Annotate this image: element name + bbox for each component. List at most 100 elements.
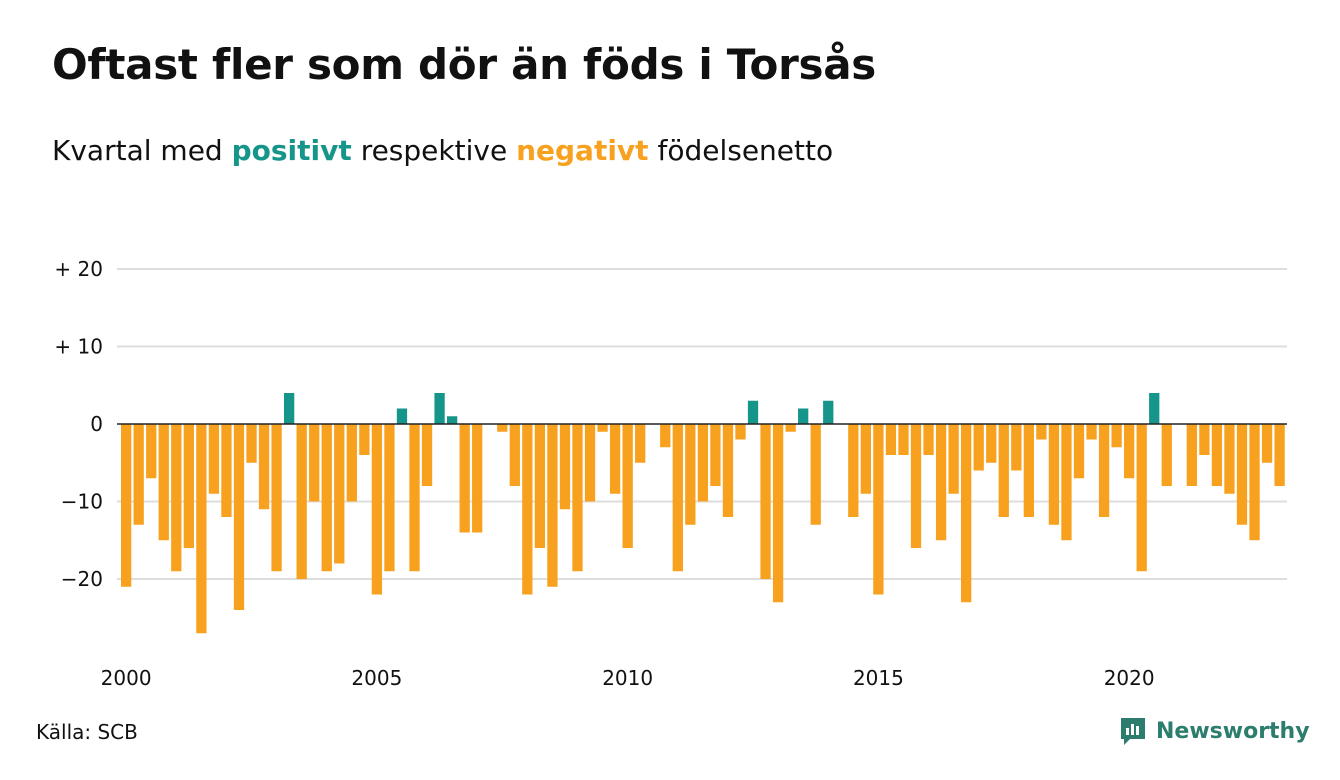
bar bbox=[722, 424, 734, 517]
x-tick-label: 2010 bbox=[602, 666, 653, 690]
subtitle-text-end: födelsenetto bbox=[657, 134, 834, 167]
bar bbox=[910, 424, 922, 548]
bar bbox=[421, 424, 433, 486]
bar bbox=[772, 424, 784, 603]
bar bbox=[221, 424, 232, 517]
y-tick-label: + 10 bbox=[54, 335, 103, 359]
bar bbox=[547, 424, 558, 587]
bar bbox=[146, 424, 157, 479]
bar bbox=[309, 424, 320, 502]
bar bbox=[1249, 424, 1260, 541]
bar bbox=[396, 408, 408, 424]
bar bbox=[823, 400, 834, 424]
subtitle-positive-word: positivt bbox=[231, 134, 352, 167]
bar bbox=[522, 424, 533, 595]
bar bbox=[321, 424, 332, 572]
bar bbox=[635, 424, 646, 463]
y-tick-label: −20 bbox=[61, 567, 103, 591]
bar bbox=[1061, 424, 1072, 541]
bar bbox=[158, 424, 169, 541]
x-tick-label: 2015 bbox=[853, 666, 904, 690]
bar bbox=[1236, 424, 1248, 525]
bar bbox=[1086, 424, 1097, 440]
bar bbox=[735, 424, 746, 440]
bar bbox=[258, 424, 270, 510]
bar bbox=[923, 424, 934, 455]
bar bbox=[133, 424, 144, 525]
x-tick-label: 2020 bbox=[1104, 666, 1155, 690]
bar bbox=[697, 424, 709, 502]
bar bbox=[948, 424, 959, 494]
bar bbox=[271, 424, 282, 572]
bar bbox=[1199, 424, 1210, 455]
bar bbox=[885, 424, 897, 455]
newsworthy-logo-icon bbox=[1121, 718, 1145, 745]
bar bbox=[334, 424, 345, 564]
bar bbox=[935, 424, 947, 541]
bar bbox=[572, 424, 583, 572]
bar bbox=[1073, 424, 1085, 479]
y-axis-ticks: + 20 + 10 0 −10 −20 bbox=[54, 257, 103, 591]
bar bbox=[609, 424, 621, 494]
bar bbox=[685, 424, 696, 525]
bar bbox=[1274, 424, 1285, 486]
bars bbox=[121, 393, 1285, 634]
y-tick-label: −10 bbox=[61, 490, 103, 514]
bar bbox=[973, 424, 984, 471]
y-tick-label: 0 bbox=[90, 412, 103, 436]
chart-subtitle: Kvartal med positivt respektive negativt… bbox=[52, 134, 833, 167]
bar bbox=[785, 424, 796, 432]
bar bbox=[208, 424, 220, 494]
bar bbox=[672, 424, 683, 572]
x-tick-label: 2005 bbox=[351, 666, 402, 690]
bar bbox=[1136, 424, 1147, 572]
bar bbox=[283, 393, 295, 424]
bar bbox=[848, 424, 859, 517]
bar bbox=[171, 424, 182, 572]
bar bbox=[559, 424, 571, 510]
bar bbox=[371, 424, 383, 595]
bar bbox=[961, 424, 972, 603]
bar bbox=[183, 424, 194, 548]
bar bbox=[760, 424, 771, 579]
x-axis-ticks: 2000 2005 2010 2015 2020 bbox=[101, 666, 1155, 690]
bar bbox=[747, 400, 759, 424]
bar bbox=[1211, 424, 1223, 486]
bar bbox=[1161, 424, 1172, 486]
bar bbox=[710, 424, 721, 486]
bar bbox=[409, 424, 420, 572]
bar bbox=[898, 424, 909, 455]
subtitle-text-middle: respektive bbox=[360, 134, 508, 167]
bar bbox=[1036, 424, 1047, 440]
bar bbox=[1124, 424, 1135, 479]
bar bbox=[509, 424, 520, 486]
bar bbox=[860, 424, 871, 494]
bar bbox=[1111, 424, 1122, 448]
bar bbox=[121, 424, 132, 587]
bar bbox=[660, 424, 671, 448]
bar bbox=[497, 424, 508, 432]
bar bbox=[434, 393, 445, 424]
bar bbox=[1011, 424, 1022, 471]
bar bbox=[998, 424, 1009, 517]
bar bbox=[584, 424, 596, 502]
bar bbox=[196, 424, 207, 634]
bar bbox=[446, 416, 458, 424]
bar bbox=[1048, 424, 1060, 525]
bar bbox=[534, 424, 546, 548]
bar bbox=[384, 424, 395, 572]
bar bbox=[597, 424, 608, 432]
brand-logo: Newsworthy bbox=[1118, 714, 1310, 748]
bar bbox=[1023, 424, 1034, 517]
bar bbox=[459, 424, 470, 533]
bar bbox=[810, 424, 821, 525]
bar bbox=[873, 424, 884, 595]
bar bbox=[233, 424, 245, 610]
bar bbox=[296, 424, 307, 579]
brand-name: Newsworthy bbox=[1156, 718, 1310, 744]
bar bbox=[1224, 424, 1235, 494]
y-tick-label: + 20 bbox=[54, 257, 103, 281]
bar bbox=[1098, 424, 1110, 517]
subtitle-negative-word: negativt bbox=[516, 134, 649, 167]
